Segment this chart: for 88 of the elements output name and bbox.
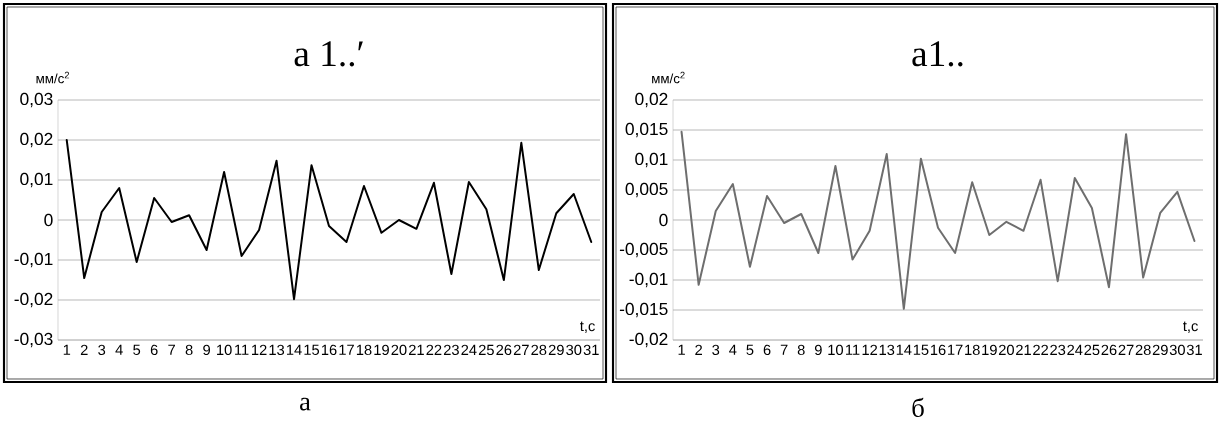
x-tick-label: 29 — [1152, 344, 1168, 356]
x-tick-label: 16 — [321, 344, 337, 356]
x-tick-label: 3 — [712, 344, 720, 356]
x-tick-label: 8 — [797, 344, 805, 356]
y-tick-label: 0,005 — [625, 182, 668, 198]
x-tick-label: 6 — [150, 344, 158, 356]
x-tick-label: 22 — [1033, 344, 1049, 355]
x-tick-label: 7 — [780, 344, 788, 355]
x-tick-label: 17 — [948, 344, 963, 355]
x-tick-label: 9 — [203, 344, 210, 356]
chart-title: a1.. — [912, 41, 963, 67]
x-tick-label: 18 — [965, 344, 980, 356]
y-tick-label: 0,01 — [635, 152, 668, 168]
x-tick-label: 4 — [115, 344, 123, 355]
y-axis-title: мм/с$^{2}$ — [652, 71, 685, 84]
x-tick-label: 2 — [80, 344, 88, 355]
x-tick-label: 25 — [1084, 344, 1100, 356]
line-series — [680, 130, 1196, 310]
x-tick-label: 19 — [374, 344, 389, 356]
x-tick-label: 23 — [443, 344, 459, 356]
x-tick-label: 11 — [235, 344, 249, 355]
x-tick-label: 28 — [531, 344, 547, 356]
x-tick-label: 30 — [566, 344, 582, 356]
x-tick-label: 9 — [814, 344, 822, 356]
x-tick-label: 14 — [896, 344, 912, 355]
x-tick-label: 10 — [828, 344, 843, 356]
x-tick-label: 8 — [185, 344, 193, 356]
x-tick-label: 26 — [1101, 344, 1117, 356]
x-tick-label: 22 — [426, 344, 442, 355]
x-tick-label: 23 — [1050, 344, 1066, 356]
y-tick-label: 0,02 — [20, 132, 53, 148]
y-axis-title: мм/с$^{2}$ — [36, 71, 70, 84]
y-tick-label: -0,02 — [14, 292, 53, 308]
x-tick-label: 3 — [98, 344, 106, 356]
x-tick-label: 17 — [339, 344, 354, 355]
chart-title: a 1..′ — [294, 41, 363, 67]
x-tick-label: 30 — [1169, 344, 1185, 356]
y-tick-label: -0,02 — [629, 332, 668, 348]
x-tick-label: 1 — [63, 344, 71, 355]
x-tick-label: 31 — [1186, 344, 1202, 356]
x-tick-label: 20 — [391, 344, 407, 356]
x-tick-label: 11 — [846, 344, 860, 355]
x-tick-label: 13 — [269, 344, 285, 356]
y-tick-label: -0,015 — [619, 302, 668, 318]
x-tick-label: 5 — [746, 344, 754, 355]
x-tick-label: 13 — [879, 344, 895, 356]
x-tick-label: 19 — [982, 344, 997, 356]
text: а — [300, 397, 311, 411]
y-tick-label: 0,02 — [635, 92, 668, 108]
x-tick-label: 1 — [678, 344, 685, 355]
x-tick-label: 15 — [304, 344, 320, 355]
x-tick-label: 4 — [729, 344, 737, 355]
x-tick-label: 29 — [548, 344, 564, 356]
x-tick-label: 18 — [356, 344, 372, 356]
x-tick-label: 24 — [461, 344, 477, 355]
y-tick-label: -0,03 — [14, 332, 53, 348]
x-tick-label: 7 — [168, 344, 175, 355]
x-tick-label: 24 — [1067, 344, 1083, 355]
text: б — [912, 397, 924, 418]
x-tick-label: 14 — [286, 344, 302, 355]
y-tick-label: 0,03 — [20, 92, 53, 108]
y-tick-label: 0,015 — [625, 122, 668, 138]
x-tick-label: 12 — [252, 344, 267, 355]
x-tick-label: 27 — [513, 344, 529, 355]
x-tick-label: 21 — [1016, 344, 1031, 355]
x-tick-label: 15 — [913, 344, 929, 355]
y-tick-label: 0,01 — [20, 172, 53, 188]
x-tick-label: 16 — [930, 344, 946, 356]
x-tick-label: 25 — [478, 344, 494, 356]
x-axis-title: t,c — [580, 321, 595, 333]
x-tick-label: 28 — [1135, 344, 1151, 356]
y-tick-label: -0,01 — [629, 272, 668, 288]
x-axis-title: t,c — [1183, 321, 1198, 333]
x-tick-label: 20 — [998, 344, 1014, 356]
x-tick-label: 31 — [583, 344, 599, 356]
x-tick-label: 10 — [217, 344, 232, 356]
x-tick-label: 27 — [1118, 344, 1134, 355]
y-tick-label: -0,005 — [619, 242, 668, 258]
x-tick-label: 21 — [408, 344, 424, 355]
x-tick-label: 6 — [763, 344, 771, 356]
y-tick-label: 0 — [44, 213, 53, 227]
x-tick-label: 2 — [695, 344, 702, 355]
x-tick-label: 5 — [133, 344, 141, 355]
x-tick-label: 26 — [496, 344, 512, 356]
y-tick-label: -0,01 — [14, 252, 53, 268]
x-tick-label: 12 — [862, 344, 878, 355]
y-tick-label: 0 — [659, 213, 668, 227]
line-series — [65, 139, 593, 301]
